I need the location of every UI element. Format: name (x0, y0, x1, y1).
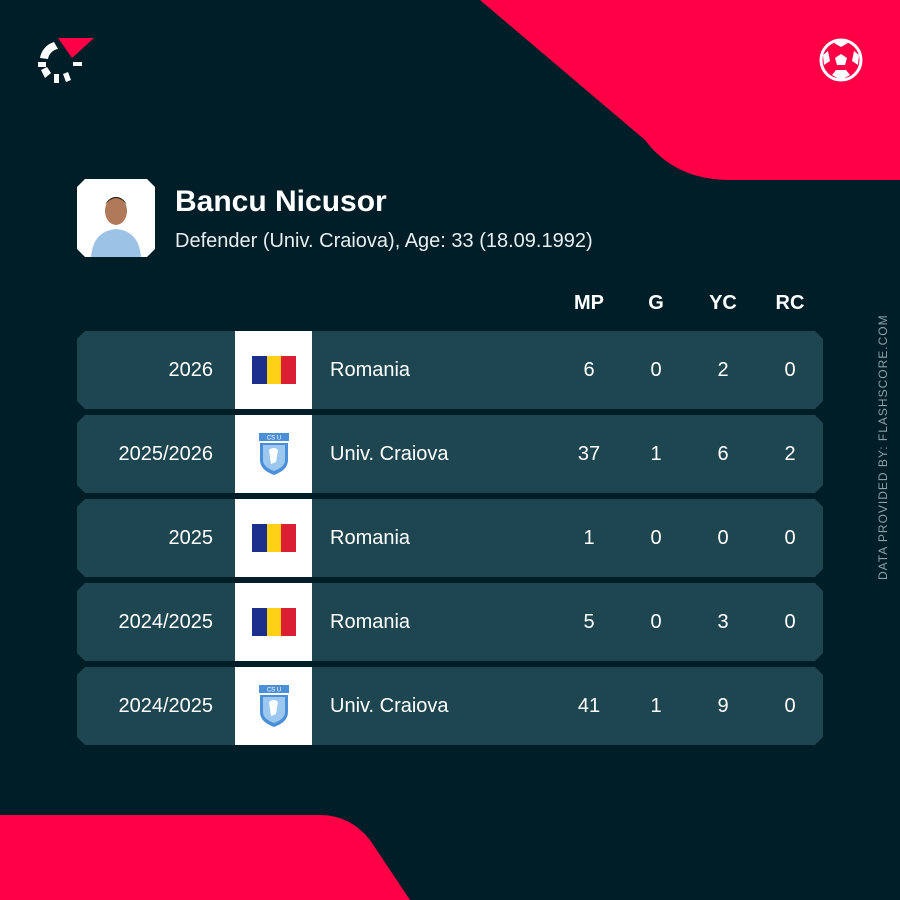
team-logo-cell: CS U (235, 415, 312, 493)
red-cards: 0 (784, 611, 796, 633)
red-cards: 0 (784, 359, 796, 381)
data-credit: DATA PROVIDED BY: FLASHSCORE.COM (876, 314, 890, 580)
yellow-cards: 2 (717, 359, 729, 381)
season: 2025/2026 (118, 443, 213, 465)
craiova-crest-icon: CS U (258, 433, 289, 475)
player-name: Bancu Nicusor (175, 185, 387, 218)
season: 2024/2025 (118, 695, 213, 717)
red-cards: 0 (784, 527, 796, 549)
flashscore-logo (38, 38, 94, 83)
player-details: Defender (Univ. Craiova), Age: 33 (18.09… (175, 230, 593, 252)
goals: 0 (650, 527, 662, 549)
svg-text:CS U: CS U (266, 436, 280, 442)
yellow-cards: 6 (717, 443, 729, 465)
stats-row: 2024/2025 CS U Univ. Craiova 41 1 9 0 (77, 667, 823, 745)
season: 2025 (168, 527, 214, 549)
stats-row: 2025/2026 CS U Univ. Craiova 37 1 6 2 (77, 415, 823, 493)
goals: 0 (650, 611, 662, 633)
svg-text:CS U: CS U (266, 688, 280, 694)
goals: 1 (650, 695, 662, 717)
header-yc: YC (709, 292, 737, 314)
goals: 0 (650, 359, 662, 381)
team-name: Romania (330, 611, 411, 633)
yellow-cards: 3 (717, 611, 729, 633)
team-name: Romania (330, 359, 411, 381)
team-name: Romania (330, 527, 411, 549)
player-photo (77, 179, 155, 257)
team-name: Univ. Craiova (330, 695, 449, 717)
stats-row: 2024/2025 Romania 5 0 3 0 (77, 583, 823, 661)
team-name: Univ. Craiova (330, 443, 449, 465)
matches-played: 5 (583, 611, 595, 633)
team-logo-cell: CS U (235, 667, 312, 745)
team-logo-cell (235, 499, 312, 577)
football-icon (819, 38, 863, 82)
yellow-cards: 9 (717, 695, 729, 717)
romania-flag-icon (251, 608, 296, 636)
red-cards: 2 (784, 443, 796, 465)
yellow-cards: 0 (717, 527, 729, 549)
craiova-crest-icon: CS U (258, 685, 289, 727)
header-rc: RC (775, 292, 805, 314)
romania-flag-icon (251, 356, 296, 384)
season: 2024/2025 (118, 611, 213, 633)
goals: 1 (650, 443, 662, 465)
header-g: G (648, 292, 664, 314)
stats-row: 2026 Romania 6 0 2 0 (77, 331, 823, 409)
red-cards: 0 (784, 695, 796, 717)
header-mp: MP (574, 292, 604, 314)
matches-played: 6 (583, 359, 595, 381)
matches-played: 37 (577, 443, 601, 465)
team-logo-cell (235, 331, 312, 409)
matches-played: 1 (583, 527, 595, 549)
matches-played: 41 (577, 695, 601, 717)
team-logo-cell (235, 583, 312, 661)
stats-row: 2025 Romania 1 0 0 0 (77, 499, 823, 577)
romania-flag-icon (251, 524, 296, 552)
season: 2026 (168, 359, 214, 381)
